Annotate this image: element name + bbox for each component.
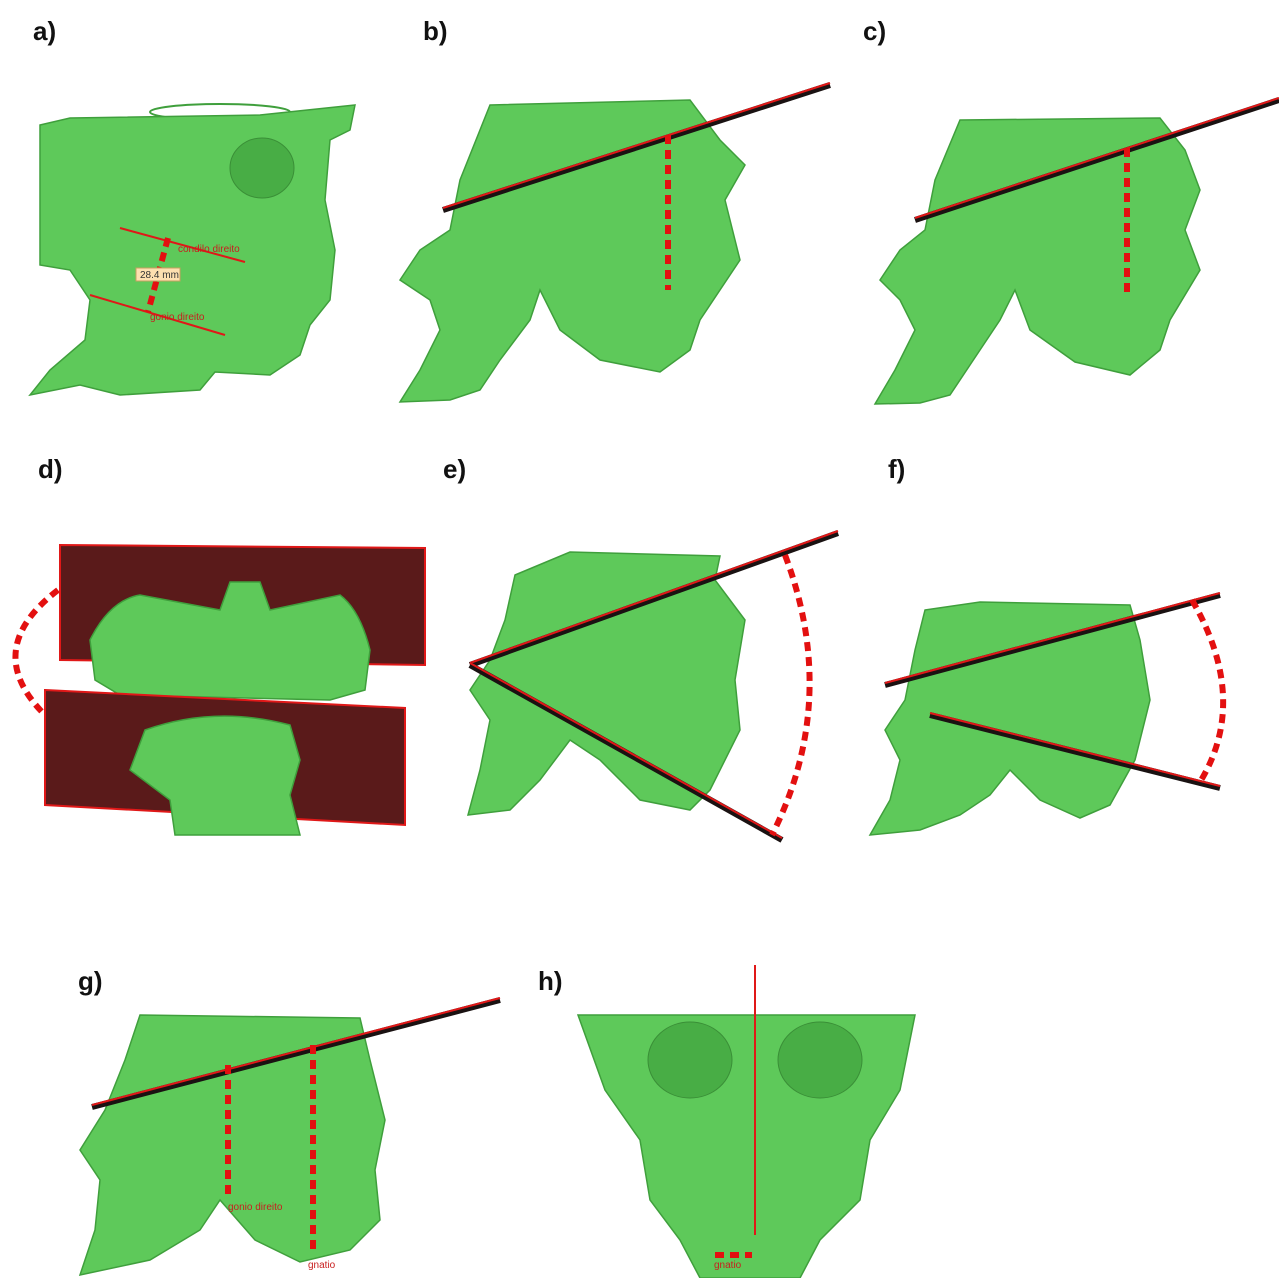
mandible	[130, 716, 300, 835]
panel-b	[400, 83, 830, 402]
panel-label: d)	[38, 454, 63, 484]
annotation: condilo direito	[178, 244, 240, 255]
annotation: gnatio	[714, 1260, 742, 1271]
skull	[870, 602, 1150, 835]
skull	[80, 1015, 385, 1275]
panel-label: f)	[888, 454, 905, 484]
panel-g: gonio direito gnatio	[80, 998, 500, 1275]
annotation: 28.4 mm	[140, 270, 179, 281]
panel-a: condilo direito 28.4 mm gonio direito	[30, 104, 355, 395]
panel-label: h)	[538, 966, 563, 996]
angle-arc	[1192, 600, 1223, 782]
panel-label: e)	[443, 454, 466, 484]
panel-label: a)	[33, 16, 56, 46]
skull	[578, 1015, 915, 1278]
panel-c	[875, 98, 1279, 404]
panel-h: gnatio	[578, 965, 915, 1278]
panel-label: b)	[423, 16, 448, 46]
figure: a) b) c) d) e) f) g) h) condilo direito …	[0, 0, 1279, 1278]
panel-e	[468, 531, 838, 840]
panel-label: g)	[78, 966, 103, 996]
panel-f	[870, 593, 1223, 835]
annotation: gnatio	[308, 1260, 336, 1271]
orbit	[648, 1022, 732, 1098]
angle-arc	[772, 555, 810, 835]
annotation: gonio direito	[150, 312, 205, 323]
panel-label: c)	[863, 16, 886, 46]
skull	[90, 582, 370, 700]
orbit	[778, 1022, 862, 1098]
annotation: gonio direito	[228, 1202, 283, 1213]
skull	[875, 118, 1200, 404]
skull	[400, 100, 745, 402]
panel-d	[15, 545, 425, 835]
orbit	[230, 138, 294, 198]
skull	[468, 552, 745, 815]
